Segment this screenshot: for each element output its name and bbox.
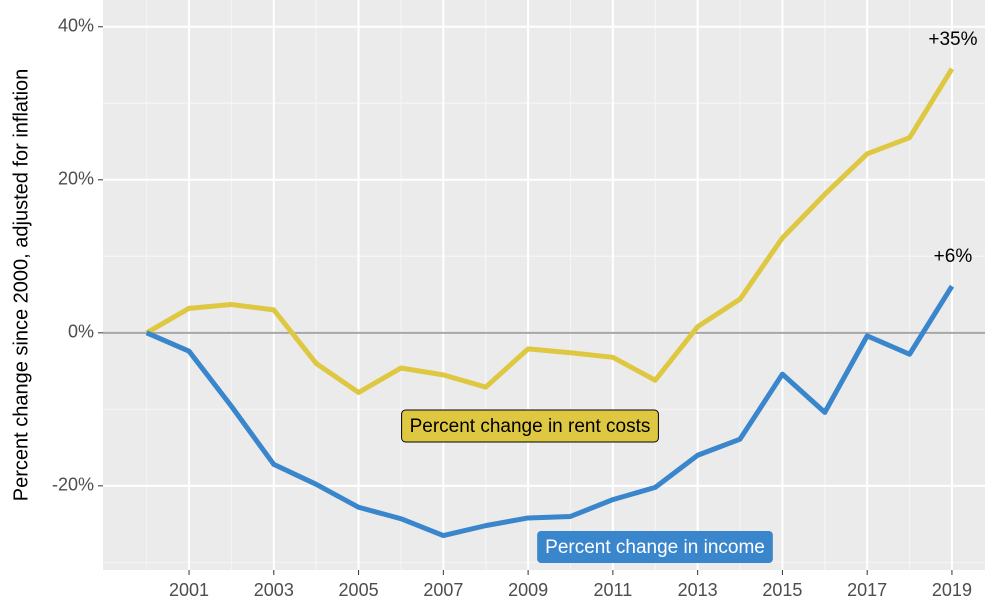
series-label: Percent change in rent costs <box>401 409 659 443</box>
label-box <box>537 531 773 563</box>
x-tick-label: 2005 <box>339 580 379 600</box>
x-tick-label: 2009 <box>508 580 548 600</box>
y-tick-label: 40% <box>58 16 94 36</box>
end-label: +6% <box>934 246 973 267</box>
line-series <box>145 284 955 539</box>
label-box <box>401 409 659 443</box>
x-tick-label: 2003 <box>254 580 294 600</box>
x-tick-label: 2011 <box>594 580 633 600</box>
legend-label: Percent change in income <box>545 537 765 558</box>
series-label: Percent change in income <box>537 531 773 563</box>
x-tick-label: 2015 <box>762 580 802 600</box>
x-tick-label: 2007 <box>423 580 463 600</box>
y-axis-label: Percent change since 2000, adjusted for … <box>10 69 32 502</box>
x-tick-label: 2017 <box>847 580 887 600</box>
x-tick-label: 2013 <box>678 580 718 600</box>
y-tick-label: -20% <box>52 475 94 495</box>
x-tick-label: 2019 <box>932 580 972 600</box>
x-tick-label: 2001 <box>169 580 209 600</box>
y-tick-label: 0% <box>68 322 94 342</box>
plot-background <box>103 0 985 570</box>
legend-label: Percent change in rent costs <box>410 416 651 437</box>
line-series <box>145 67 955 395</box>
y-tick-label: 20% <box>58 169 94 189</box>
end-label: +35% <box>928 29 977 50</box>
